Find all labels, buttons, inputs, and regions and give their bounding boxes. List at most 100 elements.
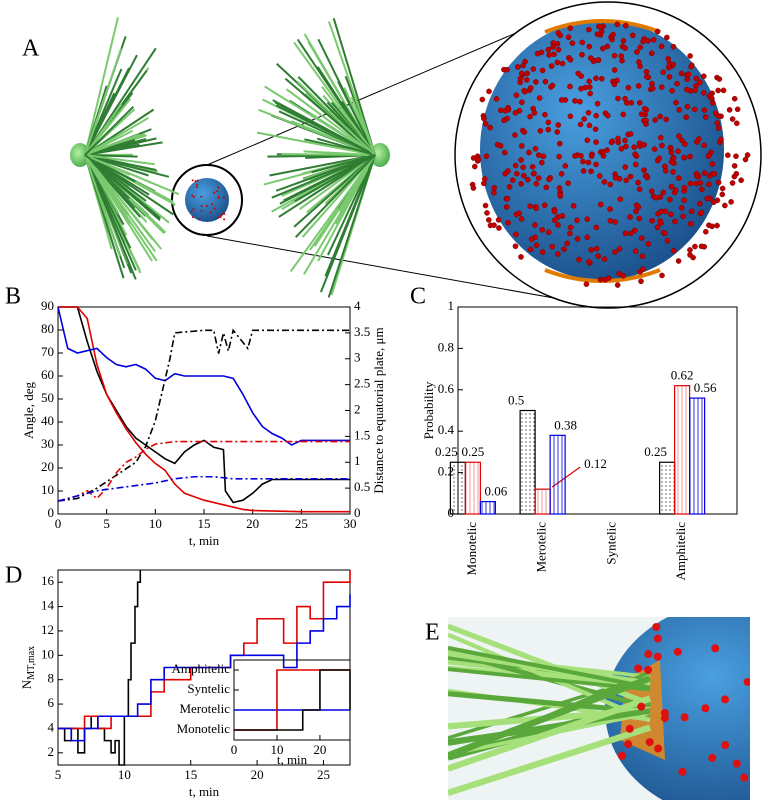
protein: [472, 163, 478, 170]
protein: [664, 237, 671, 244]
protein: [590, 58, 597, 64]
protein: [625, 724, 634, 733]
protein: [633, 153, 640, 159]
y2-tick-label: 2: [354, 401, 361, 416]
protein: [607, 206, 613, 212]
value-label: 0.25: [644, 444, 667, 459]
y-axis-label-text: N: [19, 679, 34, 689]
protein: [518, 216, 525, 222]
protein: [721, 695, 730, 704]
protein: [592, 126, 599, 133]
protein: [527, 203, 533, 210]
microtubule: [84, 154, 120, 215]
protein: [744, 152, 751, 158]
y-tick-label: 0.4: [438, 422, 455, 437]
protein: [617, 196, 624, 203]
microtubule: [256, 131, 376, 156]
protein: [519, 99, 525, 106]
bar: [534, 488, 551, 515]
protein: [497, 143, 504, 149]
protein: [575, 70, 582, 77]
protein: [687, 247, 693, 253]
microtubule: [281, 153, 376, 156]
protein: [528, 236, 535, 243]
protein: [628, 99, 635, 106]
protein: [504, 106, 511, 112]
protein: [715, 125, 722, 131]
microtubule: [316, 137, 376, 156]
protein: [527, 246, 534, 253]
bar: [549, 434, 566, 515]
protein: [684, 103, 691, 110]
value-label: 0.56: [694, 380, 717, 395]
x-tick-label: 10: [149, 516, 162, 531]
protein: [722, 202, 728, 209]
protein: [561, 246, 567, 253]
protein: [652, 622, 661, 631]
protein: [539, 159, 545, 166]
protein: [191, 179, 194, 182]
protein: [725, 152, 731, 159]
microtubule: [327, 21, 376, 156]
protein: [588, 247, 595, 253]
protein: [622, 137, 628, 144]
protein: [602, 277, 609, 283]
protein: [659, 272, 665, 279]
protein: [616, 270, 622, 277]
protein: [709, 95, 715, 102]
protein: [604, 147, 610, 153]
y2-tick-label: 0.5: [354, 479, 370, 494]
protein: [520, 127, 526, 134]
bar: [674, 385, 691, 515]
protein: [192, 207, 195, 210]
protein: [658, 43, 665, 50]
protein: [673, 647, 682, 656]
bar: [464, 461, 481, 515]
protein: [503, 204, 510, 210]
protein: [632, 227, 638, 234]
protein: [539, 249, 546, 255]
protein: [687, 221, 694, 227]
protein: [623, 177, 629, 184]
protein: [634, 664, 643, 673]
protein: [555, 122, 562, 128]
protein: [636, 140, 643, 146]
protein: [691, 106, 698, 113]
series-line: [58, 306, 350, 513]
protein: [587, 90, 594, 97]
y-tick-label: Syntelic: [187, 681, 230, 696]
protein: [714, 222, 720, 229]
x-tick-label: 10: [118, 767, 131, 782]
protein: [622, 95, 628, 102]
protein: [481, 180, 487, 187]
protein: [615, 95, 621, 102]
protein: [529, 164, 536, 170]
protein: [656, 155, 663, 162]
x-tick-label: Monotelic: [464, 522, 479, 576]
protein: [672, 218, 678, 225]
microtubule: [84, 154, 121, 257]
protein: [191, 194, 194, 197]
protein: [616, 246, 623, 252]
y-tick-label: 8: [48, 671, 55, 686]
protein: [219, 215, 222, 218]
protein: [726, 107, 733, 113]
microtubule: [448, 675, 652, 759]
protein: [483, 153, 490, 160]
protein: [190, 210, 193, 213]
protein: [505, 168, 511, 174]
protein: [612, 249, 618, 255]
protein: [565, 180, 571, 186]
protein: [673, 99, 679, 106]
plot-frame: [233, 659, 351, 741]
protein: [640, 266, 646, 273]
protein: [721, 741, 730, 750]
protein: [586, 78, 592, 85]
protein: [653, 194, 659, 201]
protein: [532, 222, 538, 228]
x-tick-label: Amphitelic: [673, 522, 688, 581]
microtubule: [293, 41, 376, 156]
x-tick-label: 30: [344, 516, 357, 531]
microtubule: [84, 154, 155, 166]
protein: [562, 163, 569, 169]
